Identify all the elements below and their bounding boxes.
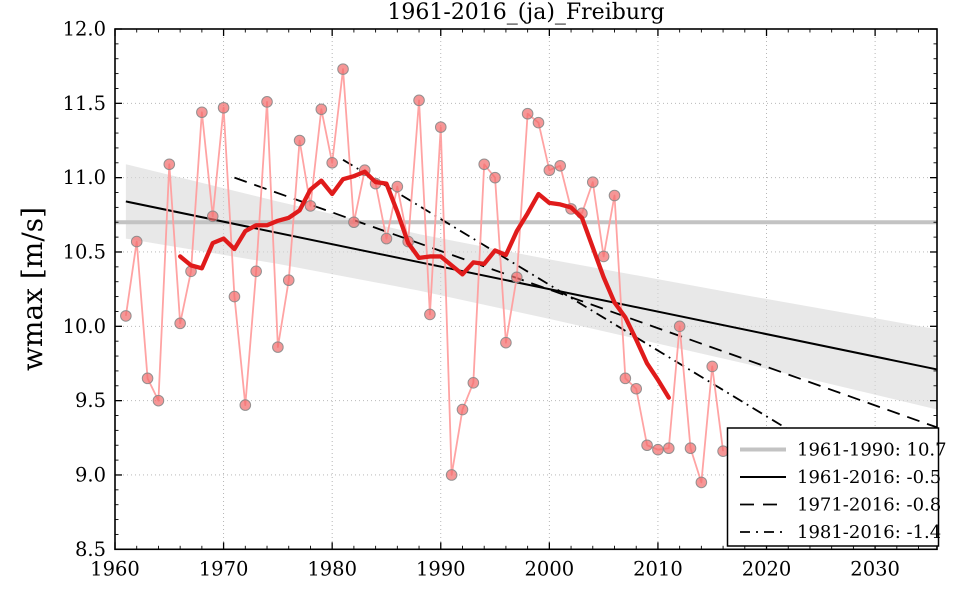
data-point-marker <box>500 336 512 349</box>
data-point-marker <box>272 341 284 353</box>
trend-1971-2016-line <box>234 176 938 429</box>
legend: 1961-1990: 10.7 1961-2016: -0.5 1971-201… <box>726 427 947 547</box>
data-point-marker <box>510 271 523 284</box>
y-tick-label: 12.0 <box>63 18 106 41</box>
data-point-marker <box>120 310 132 322</box>
data-point-marker <box>293 134 306 147</box>
data-point-marker <box>196 106 208 119</box>
y-tick-label: 10.5 <box>63 240 106 263</box>
annual-series-line <box>124 68 724 484</box>
data-point-marker <box>445 469 458 481</box>
data-point-marker <box>380 232 393 245</box>
y-tick-label: 11.5 <box>63 92 106 115</box>
data-point-marker <box>478 158 490 171</box>
legend-label: 1961-2016: -0.5 <box>797 467 941 488</box>
legend-item-trend-1971: 1971-2016: -0.8 <box>740 495 941 516</box>
data-point-marker <box>326 156 338 169</box>
data-point-marker <box>554 159 567 172</box>
data-point-marker <box>695 476 708 489</box>
chart-title: 1961-2016_(ja)_Freiburg <box>387 0 664 25</box>
data-point-marker <box>337 63 349 75</box>
legend-item-mean: 1961-1990: 10.7 <box>740 440 947 461</box>
data-point-marker <box>597 250 610 263</box>
data-point-marker <box>239 399 252 411</box>
data-point-marker <box>608 189 621 202</box>
data-point-marker <box>652 443 664 456</box>
trend-1961-2016-line <box>125 200 938 371</box>
x-tick-label: 2000 <box>525 557 575 580</box>
data-point-marker <box>641 439 653 452</box>
data-point-marker <box>543 164 556 177</box>
data-point-marker <box>673 320 686 333</box>
data-point-marker <box>706 360 719 373</box>
y-tick-label: 9.0 <box>75 463 106 486</box>
smoothed-series-line <box>178 169 671 400</box>
data-point-marker <box>250 265 262 278</box>
data-point-marker <box>586 176 599 188</box>
data-point-marker <box>130 235 143 248</box>
data-point-marker <box>684 442 697 455</box>
x-tick-label: 2020 <box>742 557 792 580</box>
data-point-marker <box>619 372 632 385</box>
data-point-marker <box>434 121 447 133</box>
data-point-marker <box>467 377 480 389</box>
data-point-marker <box>532 116 545 129</box>
data-point-marker <box>391 180 404 193</box>
y-tick-label: 9.5 <box>75 389 106 412</box>
y-tick-label: 10.0 <box>63 315 106 338</box>
x-tick-label: 2010 <box>633 557 683 580</box>
data-point-marker <box>315 103 328 116</box>
data-point-marker <box>630 382 643 395</box>
data-point-marker <box>217 101 230 114</box>
x-tick-label: 1980 <box>307 557 357 580</box>
data-point-marker <box>662 442 675 455</box>
data-point-marker <box>521 107 534 120</box>
data-point-marker <box>206 210 219 223</box>
data-point-marker <box>489 171 501 184</box>
y-axis-label: wmax [m/s] <box>16 207 49 371</box>
legend-item-trend-1981: 1981-2016: -1.4 <box>740 522 941 543</box>
y-tick-label: 8.5 <box>75 538 106 561</box>
x-tick-label: 2030 <box>850 557 900 580</box>
legend-label: 1981-2016: -1.4 <box>797 522 941 543</box>
data-point-marker <box>152 394 165 407</box>
data-point-marker <box>228 290 241 303</box>
legend-item-trend-1961: 1961-2016: -0.5 <box>740 467 941 488</box>
axes-spines <box>114 28 938 551</box>
data-point-marker <box>348 216 360 229</box>
data-point-marker <box>424 308 436 321</box>
y-tick-label: 11.0 <box>63 166 106 189</box>
confidence-band <box>125 164 938 410</box>
x-tick-label: 1990 <box>416 557 466 580</box>
data-point-marker <box>163 158 176 171</box>
x-tick-label: 1960 <box>90 557 140 580</box>
legend-label: 1961-1990: 10.7 <box>797 440 947 461</box>
data-point-marker <box>413 94 425 107</box>
data-point-marker <box>304 200 317 212</box>
x-tick-label: 1970 <box>199 557 249 580</box>
data-point-marker <box>282 274 295 287</box>
data-point-marker <box>141 372 154 385</box>
data-point-marker <box>261 96 273 108</box>
data-point-marker <box>174 317 186 330</box>
data-point-marker <box>456 403 469 416</box>
legend-label: 1971-2016: -0.8 <box>797 495 941 516</box>
plot-layer: 1960 1970 1980 1990 2000 2010 2020 2030 8.5 9.0 9.… <box>63 18 938 580</box>
